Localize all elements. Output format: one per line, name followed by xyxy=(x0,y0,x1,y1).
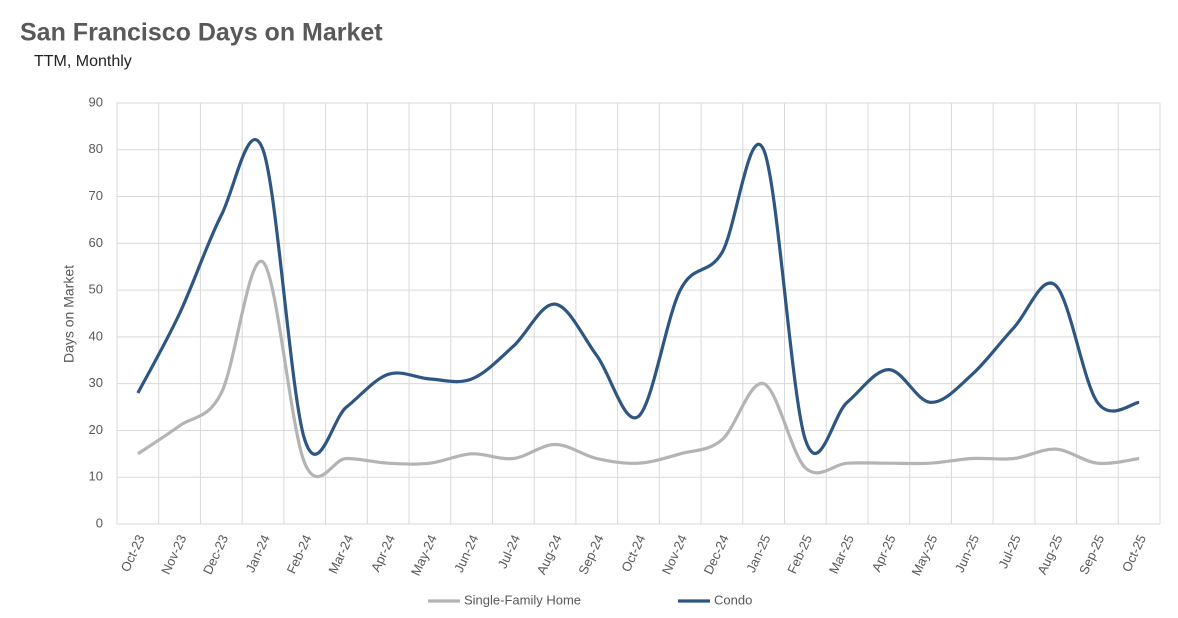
y-axis-label: Days on Market xyxy=(61,265,77,363)
chart-subtitle: TTM, Monthly xyxy=(34,53,132,70)
x-tick-label: Jun-24 xyxy=(451,532,481,574)
y-tick-label: 20 xyxy=(89,422,103,437)
x-tick-label: Aug-24 xyxy=(534,532,565,576)
y-tick-label: 80 xyxy=(89,141,103,156)
x-tick-label: Aug-25 xyxy=(1034,532,1065,576)
x-tick-label: Sep-24 xyxy=(575,532,606,576)
x-tick-label: Dec-23 xyxy=(200,532,231,576)
y-tick-label: 10 xyxy=(89,469,103,484)
x-tick-label: Apr-25 xyxy=(869,532,899,574)
legend-label: Single-Family Home xyxy=(464,592,581,607)
y-tick-label: 70 xyxy=(89,188,103,203)
x-tick-label: Oct-23 xyxy=(118,532,148,574)
x-tick-label: Oct-25 xyxy=(1119,532,1149,574)
line xyxy=(136,259,1140,479)
y-tick-label: 50 xyxy=(89,282,103,297)
x-tick-label: Nov-24 xyxy=(659,532,690,576)
y-tick-label: 40 xyxy=(89,328,103,343)
y-tick-label: 0 xyxy=(96,515,103,530)
x-tick-label: Nov-23 xyxy=(158,532,189,576)
x-tick-label: Dec-24 xyxy=(700,532,731,576)
x-tick-label: Feb-25 xyxy=(784,532,815,576)
line xyxy=(136,138,1140,456)
x-tick-label: Jan-24 xyxy=(242,532,272,574)
y-tick-label: 60 xyxy=(89,235,103,250)
x-tick-label: Apr-24 xyxy=(368,532,398,574)
y-tick-label: 90 xyxy=(89,94,103,109)
y-tick-label: 30 xyxy=(89,375,103,390)
legend-label: Condo xyxy=(714,592,752,607)
x-tick-label: May-24 xyxy=(408,532,440,578)
x-tick-label: May-25 xyxy=(908,532,940,578)
x-tick-label: Jan-25 xyxy=(743,532,773,574)
x-tick-label: Mar-24 xyxy=(325,532,356,576)
chart-title: San Francisco Days on Market xyxy=(20,19,383,47)
x-tick-label: Jul-25 xyxy=(995,532,1024,570)
x-tick-label: Sep-25 xyxy=(1076,532,1107,576)
x-tick-label: Mar-25 xyxy=(826,532,857,576)
x-tick-label: Jul-24 xyxy=(495,532,524,570)
x-tick-label: Oct-24 xyxy=(618,532,648,574)
x-tick-label: Feb-24 xyxy=(284,532,315,576)
x-tick-label: Jun-25 xyxy=(952,532,982,574)
